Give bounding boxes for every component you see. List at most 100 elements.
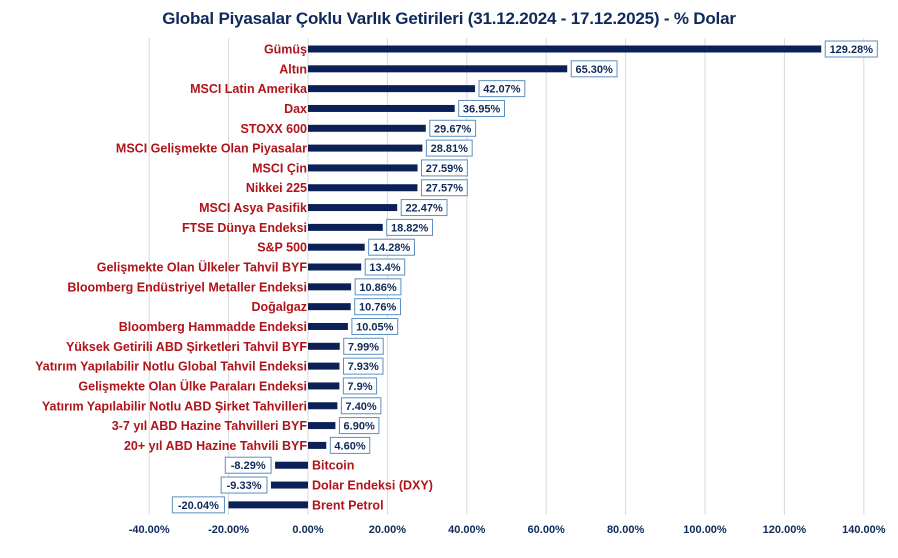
bar: [308, 124, 426, 132]
bar: [308, 223, 383, 231]
data-label: 36.95%: [463, 103, 501, 115]
data-label: 27.59%: [426, 163, 464, 175]
data-label-box: [351, 317, 399, 335]
data-label: 4.60%: [334, 440, 365, 452]
data-label-box: [570, 60, 618, 78]
bar: [308, 144, 423, 152]
data-label-box: [458, 99, 505, 117]
data-label-box: [420, 179, 468, 197]
x-tick-label: 60.00%: [528, 524, 566, 536]
bar: [308, 164, 418, 172]
data-label-box: [368, 238, 415, 256]
data-label: 7.40%: [346, 401, 377, 413]
data-label: 6.90%: [344, 421, 375, 433]
data-label: 10.76%: [359, 302, 397, 314]
category-label: Gelişmekte Olan Ülkeler Tahvil BYF: [97, 260, 308, 275]
data-label: 22.47%: [405, 203, 443, 215]
data-label: 7.9%: [347, 381, 372, 393]
category-label: Dolar Endeksi (DXY): [312, 479, 433, 493]
data-label: 29.67%: [434, 123, 472, 135]
data-label-box: [425, 139, 473, 157]
bar: [270, 481, 308, 489]
data-label: 18.82%: [391, 222, 429, 234]
category-label: MSCI Latin Amerika: [190, 82, 308, 96]
data-label-box: [220, 476, 268, 494]
category-label: Yüksek Getirili ABD Şirketleri Tahvil BY…: [66, 340, 307, 354]
data-label: 7.93%: [348, 361, 379, 373]
data-label: 28.81%: [431, 143, 469, 155]
data-label-box: [340, 397, 382, 415]
category-label: FTSE Dünya Endeksi: [182, 221, 307, 235]
x-tick-label: 140.00%: [842, 524, 886, 536]
category-label: 3-7 yıl ABD Hazine Tahvilleri BYF: [112, 419, 308, 433]
category-label: MSCI Çin: [252, 161, 307, 175]
bar: [308, 422, 336, 430]
category-label: Yatırım Yapılabilir Notlu ABD Şirket Tah…: [42, 399, 307, 413]
bar: [308, 85, 476, 93]
category-label: Brent Petrol: [312, 498, 384, 512]
data-label: 7.99%: [348, 341, 379, 353]
x-tick-label: -20.00%: [208, 524, 249, 536]
data-label-box: [354, 298, 402, 316]
category-label: Nikkei 225: [246, 181, 307, 195]
data-label-box: [478, 80, 526, 98]
data-label: -8.29%: [231, 460, 266, 472]
data-label: 14.28%: [373, 242, 411, 254]
category-label: S&P 500: [257, 241, 307, 255]
data-label-box: [421, 159, 468, 177]
bar: [308, 303, 351, 311]
data-label-box: [364, 258, 406, 276]
data-label: 13.4%: [369, 262, 400, 274]
data-label: 42.07%: [483, 84, 521, 96]
data-label-box: [342, 377, 378, 395]
data-label-box: [224, 456, 272, 474]
data-label-box: [342, 357, 384, 375]
bar: [275, 461, 308, 469]
x-tick-label: 0.00%: [292, 524, 323, 536]
category-label: MSCI Asya Pasifik: [199, 201, 307, 215]
data-label-box: [386, 218, 434, 236]
category-label: Gümüş: [264, 43, 307, 57]
bar: [308, 65, 568, 73]
category-label: Bloomberg Endüstriyel Metaller Endeksi: [67, 280, 307, 294]
data-label: 65.30%: [575, 64, 613, 76]
chart-title: Global Piyasalar Çoklu Varlık Getirileri…: [162, 9, 736, 28]
bar: [308, 322, 348, 330]
bar: [308, 441, 327, 449]
data-label-box: [824, 40, 878, 58]
bar: [308, 243, 365, 251]
bar: [308, 382, 340, 390]
data-label: 129.28%: [830, 44, 874, 56]
category-label: 20+ yıl ABD Hazine Tahvili BYF: [124, 439, 307, 453]
x-tick-label: 80.00%: [607, 524, 645, 536]
data-label: 10.05%: [356, 321, 394, 333]
bar: [308, 263, 362, 271]
x-tick-label: 40.00%: [448, 524, 486, 536]
data-label-box: [429, 119, 477, 137]
data-label-box: [400, 199, 448, 217]
data-label-box: [343, 337, 384, 355]
bar: [308, 362, 340, 370]
bar: [308, 342, 340, 350]
category-label: Bloomberg Hammadde Endeksi: [119, 320, 307, 334]
data-label-box: [338, 417, 380, 435]
category-label: Altın: [279, 62, 307, 76]
x-tick-label: 120.00%: [763, 524, 807, 536]
bar: [308, 283, 352, 291]
bar: [308, 45, 822, 53]
data-label-box: [171, 496, 225, 514]
data-label: -20.04%: [178, 500, 219, 512]
bar: [308, 104, 455, 112]
bar: [308, 204, 398, 212]
category-label: Gelişmekte Olan Ülke Paraları Endeksi: [78, 378, 307, 393]
bar: [308, 402, 338, 410]
bar: [228, 501, 308, 509]
x-tick-label: 100.00%: [683, 524, 727, 536]
data-label-box: [354, 278, 402, 296]
category-label: Doğalgaz: [251, 300, 307, 314]
data-label: 27.57%: [426, 183, 464, 195]
category-label: MSCI Gelişmekte Olan Piyasalar: [116, 142, 307, 156]
category-label: STOXX 600: [241, 122, 308, 136]
x-tick-label: -40.00%: [129, 524, 170, 536]
